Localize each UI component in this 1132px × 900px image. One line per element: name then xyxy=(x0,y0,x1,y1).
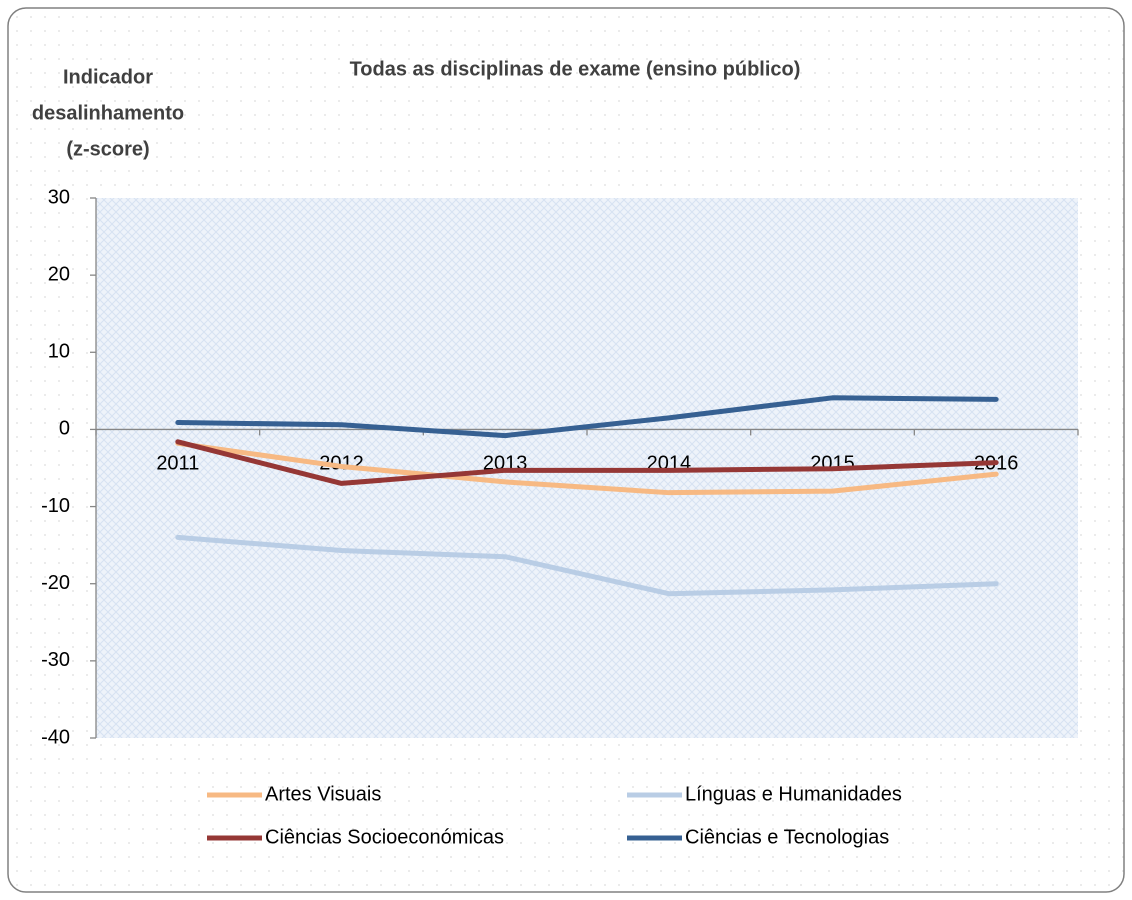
y-tick-label: -30 xyxy=(41,649,70,671)
y-axis-label: desalinhamento xyxy=(32,102,184,124)
legend-label: Ciências Socioeconómicas xyxy=(265,826,504,848)
y-tick-label: 0 xyxy=(59,418,70,440)
series-line xyxy=(175,440,999,496)
y-tick-label: -10 xyxy=(41,495,70,517)
y-tick-label: 10 xyxy=(48,341,70,363)
y-tick-label: 20 xyxy=(48,263,70,285)
x-tick-label: 2011 xyxy=(156,453,199,475)
series-line xyxy=(175,534,999,597)
y-axis-label: Indicador xyxy=(63,66,153,88)
legend-label: Línguas e Humanidades xyxy=(685,783,902,805)
series-line xyxy=(175,395,999,439)
chart-title: Todas as disciplinas de exame (ensino pú… xyxy=(350,58,801,80)
series-line xyxy=(175,439,999,486)
legend-label: Ciências e Tecnologias xyxy=(685,826,889,848)
y-tick-label: -20 xyxy=(41,572,70,594)
y-axis-label: (z-score) xyxy=(66,138,149,160)
legend-label: Artes Visuais xyxy=(265,783,381,805)
y-tick-label: -40 xyxy=(41,726,70,748)
y-tick-label: 30 xyxy=(48,186,70,208)
